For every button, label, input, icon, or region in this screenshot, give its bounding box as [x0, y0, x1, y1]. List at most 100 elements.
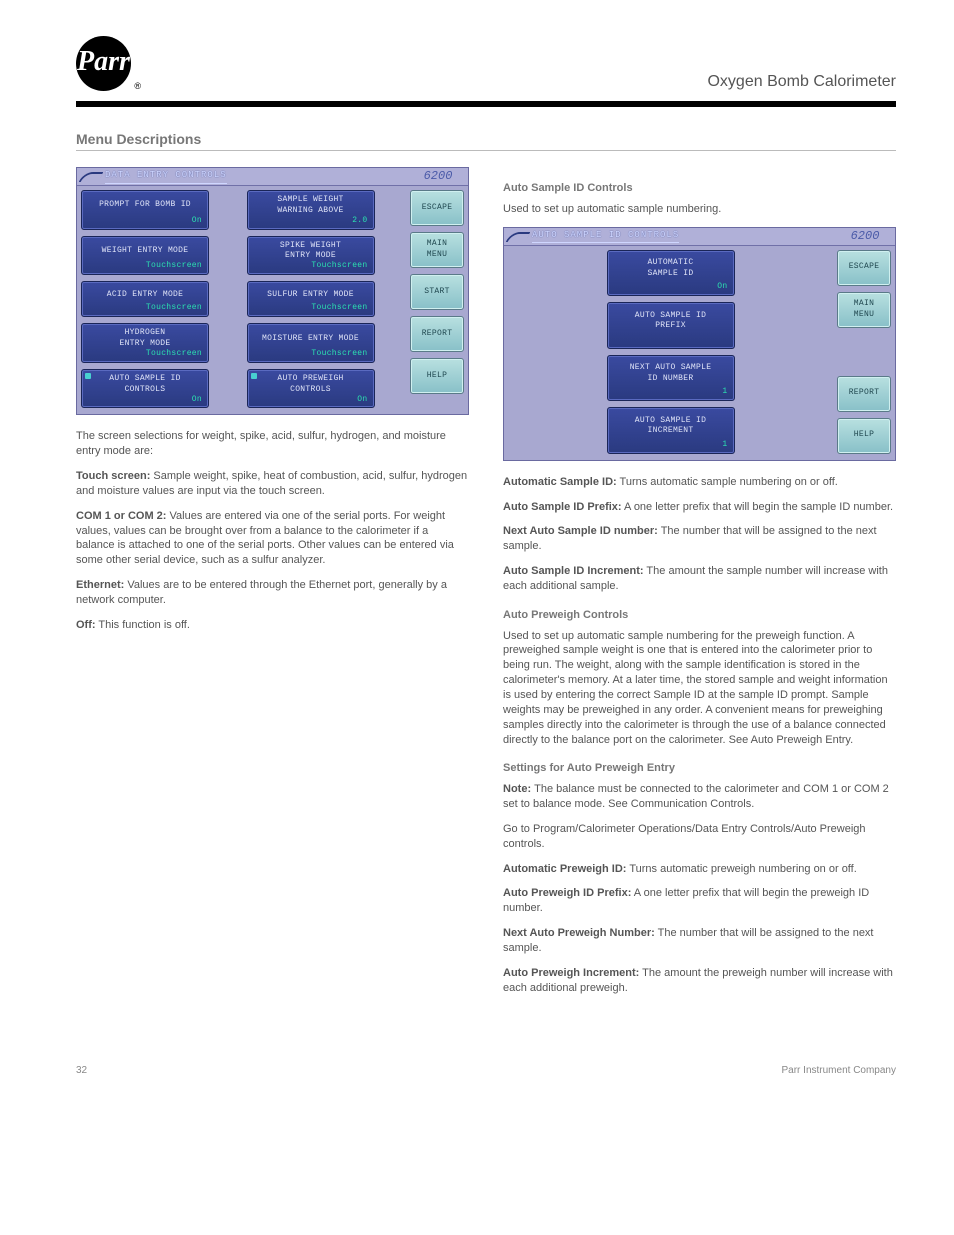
touch-button-value: Touchscreen [311, 261, 367, 272]
auto-sample-id-controls-panel: AUTO SAMPLE ID CONTROLS 6200 AUTOMATIC S… [503, 227, 896, 461]
def-preweigh-id-label: Automatic Preweigh ID: [503, 863, 626, 875]
touch-button-label: ACID ENTRY MODE [107, 290, 184, 301]
touch-button-label: PROMPT FOR BOMB ID [99, 200, 191, 211]
panel-model: 6200 [408, 168, 468, 186]
touch-button[interactable]: NEXT AUTO SAMPLE ID NUMBER 1 [607, 355, 735, 402]
touch-button-label: AUTOMATIC SAMPLE ID [648, 258, 694, 280]
panel-body: PROMPT FOR BOMB IDOnSAMPLE WEIGHT WARNIN… [77, 186, 468, 414]
side-button[interactable]: MAIN MENU [410, 232, 464, 268]
def-preweigh-next-label: Next Auto Preweigh Number: [503, 927, 655, 939]
touch-button[interactable]: ACID ENTRY MODETouchscreen [81, 281, 209, 317]
side-button[interactable]: REPORT [410, 316, 464, 352]
auto-preweigh-intro: Used to set up automatic sample numberin… [503, 629, 896, 748]
touch-button-label: SAMPLE WEIGHT WARNING ABOVE [277, 195, 343, 217]
def-increment: Auto Sample ID Increment: The amount the… [503, 564, 896, 594]
side-button[interactable]: ESCAPE [410, 190, 464, 226]
touch-button[interactable]: SPIKE WEIGHT ENTRY MODETouchscreen [247, 236, 375, 276]
registered-mark: ® [134, 81, 141, 91]
note-label: Note: [503, 783, 534, 795]
side-button[interactable]: HELP [410, 358, 464, 394]
touch-button-value: 1 [722, 440, 727, 451]
def-touchscreen: Touch screen: Sample weight, spike, heat… [76, 469, 469, 499]
def-auto-sample-id-label: Automatic Sample ID: [503, 476, 617, 488]
auto-preweigh-heading: Auto Preweigh Controls [503, 608, 896, 623]
def-ethernet-label: Ethernet: [76, 579, 124, 591]
panel-body: AUTOMATIC SAMPLE ID On AUTO SAMPLE ID PREF… [504, 246, 895, 460]
preweigh-note-text: The balance must be connected to the cal… [503, 783, 889, 810]
data-entry-controls-panel: DATA ENTRY CONTROLS 6200 PROMPT FOR BOMB… [76, 167, 469, 415]
def-ethernet: Ethernet: Values are to be entered throu… [76, 578, 469, 608]
def-preweigh-id: Automatic Preweigh ID: Turns automatic p… [503, 862, 896, 877]
touch-button[interactable]: HYDROGEN ENTRY MODETouchscreen [81, 323, 209, 363]
def-off-label: Off: [76, 619, 96, 631]
touch-button[interactable]: SAMPLE WEIGHT WARNING ABOVE 2.0 [247, 190, 375, 230]
left-column: DATA ENTRY CONTROLS 6200 PROMPT FOR BOMB… [76, 167, 469, 1005]
panel-title-row: DATA ENTRY CONTROLS 6200 [77, 168, 468, 186]
def-prefix-text: A one letter prefix that will begin the … [622, 501, 893, 513]
side-button[interactable]: MAIN MENU [837, 292, 891, 328]
preweigh-path: Go to Program/Calorimeter Operations/Dat… [503, 822, 896, 852]
panel-button-grid: AUTOMATIC SAMPLE ID On AUTO SAMPLE ID PREF… [508, 250, 833, 454]
touch-button-label: WEIGHT ENTRY MODE [102, 246, 189, 257]
page-footer: 32 Parr Instrument Company [76, 1065, 896, 1076]
touch-button-label: AUTO SAMPLE ID CONTROLS [109, 374, 180, 396]
entry-mode-intro: The screen selections for weight, spike,… [76, 429, 469, 459]
parr-logo-icon: Parr ® [76, 36, 131, 91]
product-title: Oxygen Bomb Calorimeter [707, 73, 896, 91]
touch-button-value: Touchscreen [146, 349, 202, 360]
touch-button-label: HYDROGEN ENTRY MODE [119, 328, 170, 350]
side-button[interactable]: REPORT [837, 376, 891, 412]
side-button[interactable]: ESCAPE [837, 250, 891, 286]
touch-button-value: On [717, 282, 727, 293]
touch-button[interactable]: WEIGHT ENTRY MODETouchscreen [81, 236, 209, 276]
def-prefix-label: Auto Sample ID Prefix: [503, 501, 622, 513]
side-button[interactable]: HELP [837, 418, 891, 454]
def-prefix: Auto Sample ID Prefix: A one letter pref… [503, 500, 896, 515]
touch-button[interactable]: SULFUR ENTRY MODE Touchscreen [247, 281, 375, 317]
panel-swoop: AUTO SAMPLE ID CONTROLS [504, 228, 835, 246]
touch-button[interactable]: AUTO PREWEIGH CONTROLSOn [247, 369, 375, 409]
def-auto-sample-id: Automatic Sample ID: Turns automatic sam… [503, 475, 896, 490]
touch-button-value: 1 [722, 387, 727, 398]
page-header: Parr ® Oxygen Bomb Calorimeter [76, 36, 896, 91]
panel-title-row: AUTO SAMPLE ID CONTROLS 6200 [504, 228, 895, 246]
preweigh-note: Note: The balance must be connected to t… [503, 782, 896, 812]
touch-button[interactable]: AUTOMATIC SAMPLE ID On [607, 250, 735, 297]
panel-swoop: DATA ENTRY CONTROLS [77, 168, 408, 186]
section-heading: Menu Descriptions [76, 131, 896, 151]
touch-button[interactable]: PROMPT FOR BOMB IDOn [81, 190, 209, 230]
def-preweigh-next: Next Auto Preweigh Number: The number th… [503, 926, 896, 956]
def-com-label: COM 1 or COM 2: [76, 510, 166, 522]
def-increment-label: Auto Sample ID Increment: [503, 565, 644, 577]
touch-button-value: Touchscreen [311, 303, 367, 314]
page-number: 32 [76, 1065, 87, 1076]
touch-button-value: On [192, 395, 202, 406]
panel-title: AUTO SAMPLE ID CONTROLS [532, 229, 679, 243]
panel-side-buttons: ESCAPE MAIN MENU START REPORT HELP [410, 190, 464, 408]
auto-sample-id-heading: Auto Sample ID Controls [503, 181, 896, 196]
touch-button[interactable]: AUTO SAMPLE ID PREFIX [607, 302, 735, 349]
side-button[interactable]: START [410, 274, 464, 310]
touch-button[interactable]: MOISTURE ENTRY MODETouchscreen [247, 323, 375, 363]
def-off: Off: This function is off. [76, 618, 469, 633]
touch-button-label: MOISTURE ENTRY MODE [262, 334, 359, 345]
def-ethernet-text: Values are to be entered through the Eth… [76, 579, 447, 606]
panel-button-grid: PROMPT FOR BOMB IDOnSAMPLE WEIGHT WARNIN… [81, 190, 406, 408]
touch-button[interactable]: AUTO SAMPLE ID INCREMENT1 [607, 407, 735, 454]
touch-button-label: SPIKE WEIGHT ENTRY MODE [280, 241, 341, 263]
settings-preweigh-heading: Settings for Auto Preweigh Entry [503, 761, 896, 776]
side-button-blank [837, 334, 891, 370]
def-next-number: Next Auto Sample ID number: The number t… [503, 524, 896, 554]
def-preweigh-prefix-label: Auto Preweigh ID Prefix: [503, 887, 631, 899]
logo-text: Parr [77, 48, 130, 76]
touch-button[interactable]: AUTO SAMPLE ID CONTROLS On [81, 369, 209, 409]
touch-button-value: 2.0 [352, 216, 367, 227]
def-preweigh-prefix: Auto Preweigh ID Prefix: A one letter pr… [503, 886, 896, 916]
def-next-number-label: Next Auto Sample ID number: [503, 525, 658, 537]
def-off-text: This function is off. [96, 619, 190, 631]
touch-button-label: AUTO PREWEIGH CONTROLS [277, 374, 343, 396]
touch-button-label: NEXT AUTO SAMPLE ID NUMBER [630, 363, 712, 385]
touch-button-label: SULFUR ENTRY MODE [267, 290, 354, 301]
right-column: Auto Sample ID Controls Used to set up a… [503, 167, 896, 1005]
auto-sample-id-intro: Used to set up automatic sample numberin… [503, 202, 896, 217]
